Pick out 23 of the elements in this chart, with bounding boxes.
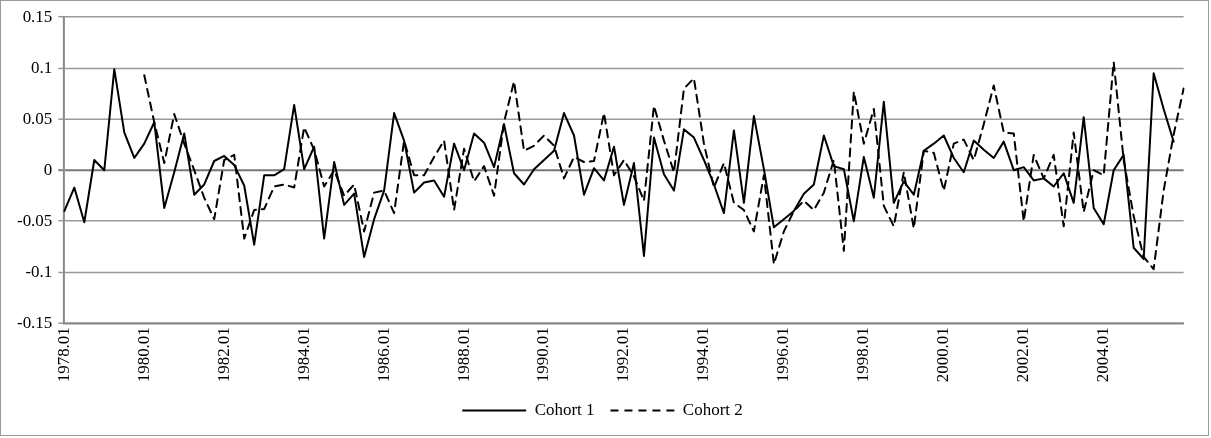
x-tick-label: 1984.01 <box>293 327 313 383</box>
x-tick-label: 1982.01 <box>213 327 233 383</box>
x-tick-label: 1988.01 <box>453 327 473 383</box>
y-tick-label: 0.05 <box>22 108 53 128</box>
y-tick-label: 0 <box>43 159 53 179</box>
x-tick-label: 2002.01 <box>1013 327 1033 383</box>
y-tick-label: -0.1 <box>25 261 53 281</box>
legend-label: Cohort 1 <box>534 400 595 420</box>
x-tick-label: 1996.01 <box>773 327 793 383</box>
x-tick-label: 1990.01 <box>533 327 553 383</box>
x-tick-label: 1978.01 <box>53 327 73 383</box>
x-tick-label: 1994.01 <box>693 327 713 383</box>
x-tick-label: 2004.01 <box>1093 327 1113 383</box>
x-tick-label: 1980.01 <box>133 327 153 383</box>
x-tick-label: 1986.01 <box>373 327 393 383</box>
x-tick-label: 2000.01 <box>933 327 953 383</box>
y-tick-label: -0.05 <box>16 210 53 230</box>
y-tick-label: -0.15 <box>16 312 53 332</box>
y-tick-label: 0.1 <box>31 57 53 77</box>
x-tick-label: 1998.01 <box>853 327 873 383</box>
x-tick-label: 1992.01 <box>613 327 633 383</box>
y-tick-label: 0.15 <box>22 6 53 26</box>
legend-label: Cohort 2 <box>682 400 743 420</box>
